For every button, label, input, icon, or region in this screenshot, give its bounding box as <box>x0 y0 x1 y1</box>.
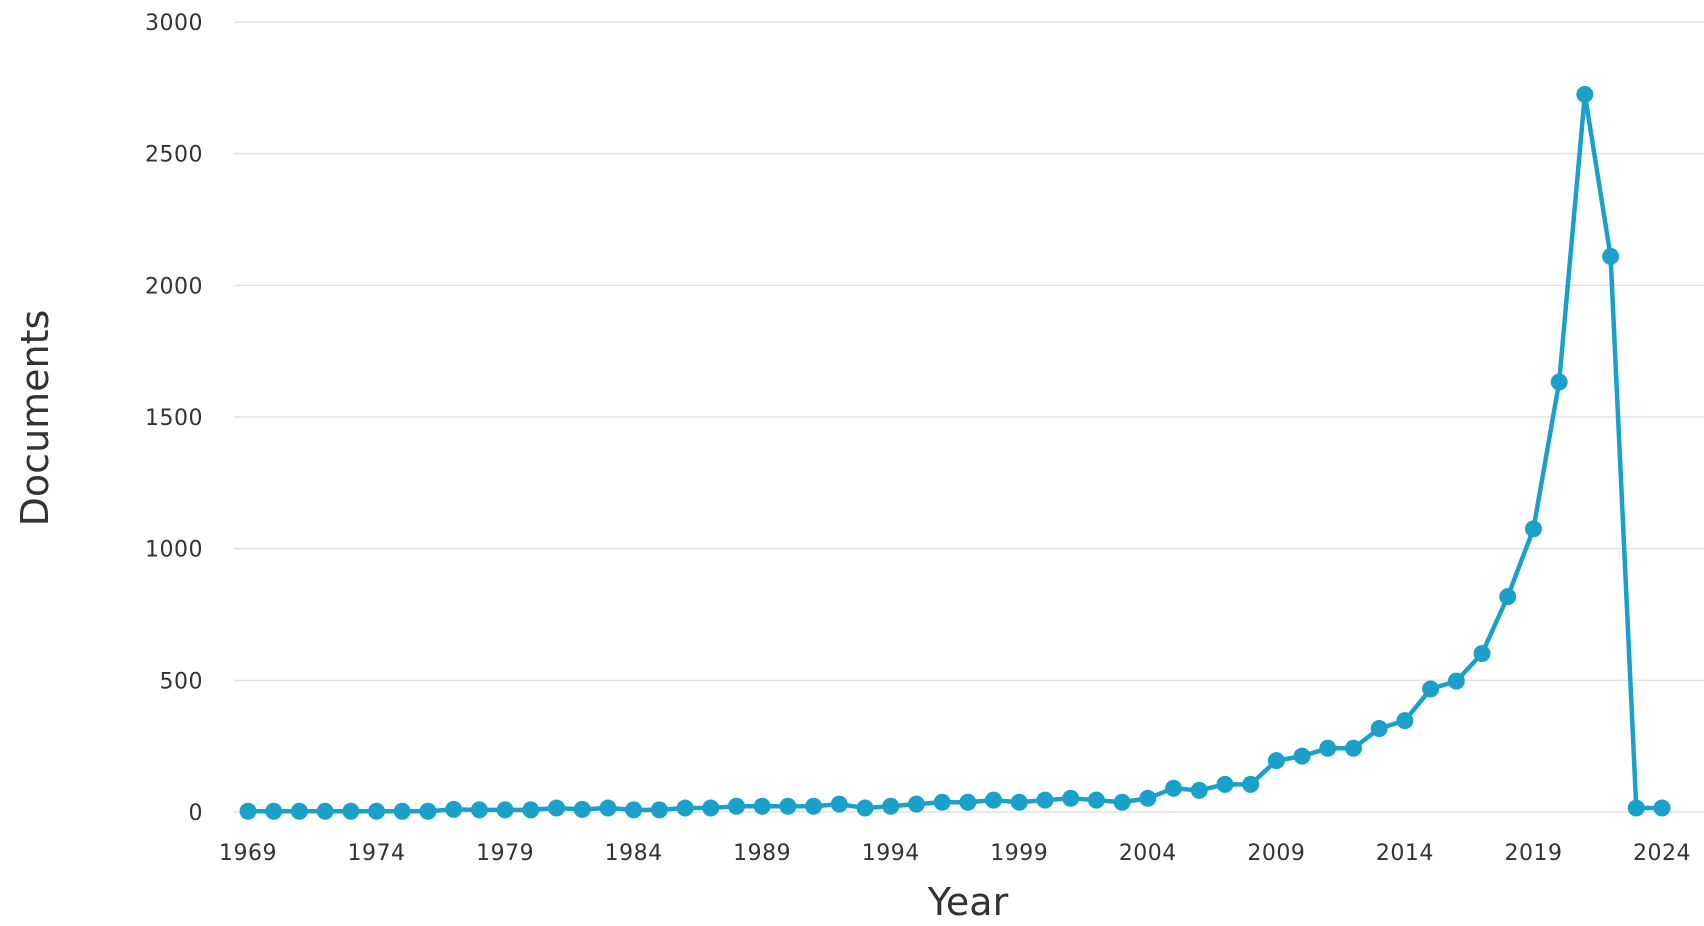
data-point <box>650 801 668 819</box>
data-point <box>1062 789 1080 807</box>
x-tick-label: 2004 <box>1119 841 1177 866</box>
data-point <box>1165 779 1183 797</box>
data-point <box>1370 720 1388 738</box>
data-point <box>599 799 617 817</box>
data-point <box>1550 373 1568 391</box>
data-point <box>1267 752 1285 770</box>
data-point <box>985 791 1003 809</box>
data-point <box>265 802 283 820</box>
y-tick-label: 2000 <box>145 274 203 299</box>
data-point <box>1113 793 1131 811</box>
x-tick-label: 1979 <box>476 841 534 866</box>
y-axis-title: Documents <box>13 310 57 527</box>
x-tick-label: 2019 <box>1504 841 1562 866</box>
x-axis-ticks: 1969 1974 1979 1984 1989 1994 1999 2004 2009 2014… <box>219 841 1691 866</box>
data-point <box>702 799 720 817</box>
x-tick-label: 1989 <box>733 841 791 866</box>
data-point <box>676 799 694 817</box>
y-tick-label: 500 <box>160 669 204 694</box>
data-point <box>239 802 257 820</box>
data-point <box>856 799 874 817</box>
data-point <box>1242 775 1260 793</box>
data-point <box>445 800 463 818</box>
y-tick-label: 1000 <box>145 538 203 563</box>
data-point <box>1139 789 1157 807</box>
data-point <box>727 797 745 815</box>
data-point <box>419 802 437 820</box>
data-points <box>239 85 1671 820</box>
data-point <box>933 793 951 811</box>
data-point <box>882 797 900 815</box>
data-point <box>959 793 977 811</box>
data-point <box>522 801 540 819</box>
data-point <box>316 802 334 820</box>
data-point <box>1499 588 1517 606</box>
data-point <box>1036 791 1054 809</box>
data-point <box>368 802 386 820</box>
data-point <box>1473 644 1491 662</box>
data-point <box>573 800 591 818</box>
series-line <box>245 92 1665 814</box>
data-point <box>907 795 925 813</box>
x-axis-title: Year <box>927 880 1009 924</box>
data-point <box>290 802 308 820</box>
x-tick-label: 1969 <box>219 841 277 866</box>
data-point <box>393 802 411 820</box>
x-tick-label: 2009 <box>1247 841 1305 866</box>
data-point <box>470 801 488 819</box>
grid-lines <box>234 21 1704 813</box>
data-point <box>753 797 771 815</box>
data-point <box>625 801 643 819</box>
data-point <box>1396 712 1414 730</box>
data-point <box>1319 739 1337 757</box>
x-tick-label: 2024 <box>1633 841 1691 866</box>
y-tick-label: 3000 <box>145 11 203 36</box>
x-tick-label: 1999 <box>990 841 1048 866</box>
data-point <box>1190 781 1208 799</box>
data-point <box>779 797 797 815</box>
data-point <box>1627 799 1645 817</box>
y-tick-label: 1500 <box>145 406 203 431</box>
data-point <box>1653 799 1671 817</box>
y-tick-label: 2500 <box>145 143 203 168</box>
data-point <box>1293 747 1311 765</box>
data-point <box>805 797 823 815</box>
data-point <box>1602 247 1620 265</box>
data-point <box>496 801 514 819</box>
data-point <box>1087 791 1105 809</box>
data-point <box>1447 672 1465 690</box>
x-tick-label: 1984 <box>605 841 663 866</box>
data-point <box>830 795 848 813</box>
x-tick-label: 2014 <box>1376 841 1434 866</box>
x-tick-label: 1974 <box>348 841 406 866</box>
data-point <box>548 799 566 817</box>
y-axis-ticks: 0 500 1000 1500 2000 2500 3000 <box>145 11 203 826</box>
data-point <box>1422 680 1440 698</box>
y-tick-label: 0 <box>189 801 204 826</box>
data-point <box>1576 85 1594 103</box>
data-point <box>1010 793 1028 811</box>
data-point <box>1524 520 1542 538</box>
data-point <box>1344 739 1362 757</box>
x-tick-label: 1994 <box>862 841 920 866</box>
data-point <box>342 802 360 820</box>
data-point <box>1216 775 1234 793</box>
